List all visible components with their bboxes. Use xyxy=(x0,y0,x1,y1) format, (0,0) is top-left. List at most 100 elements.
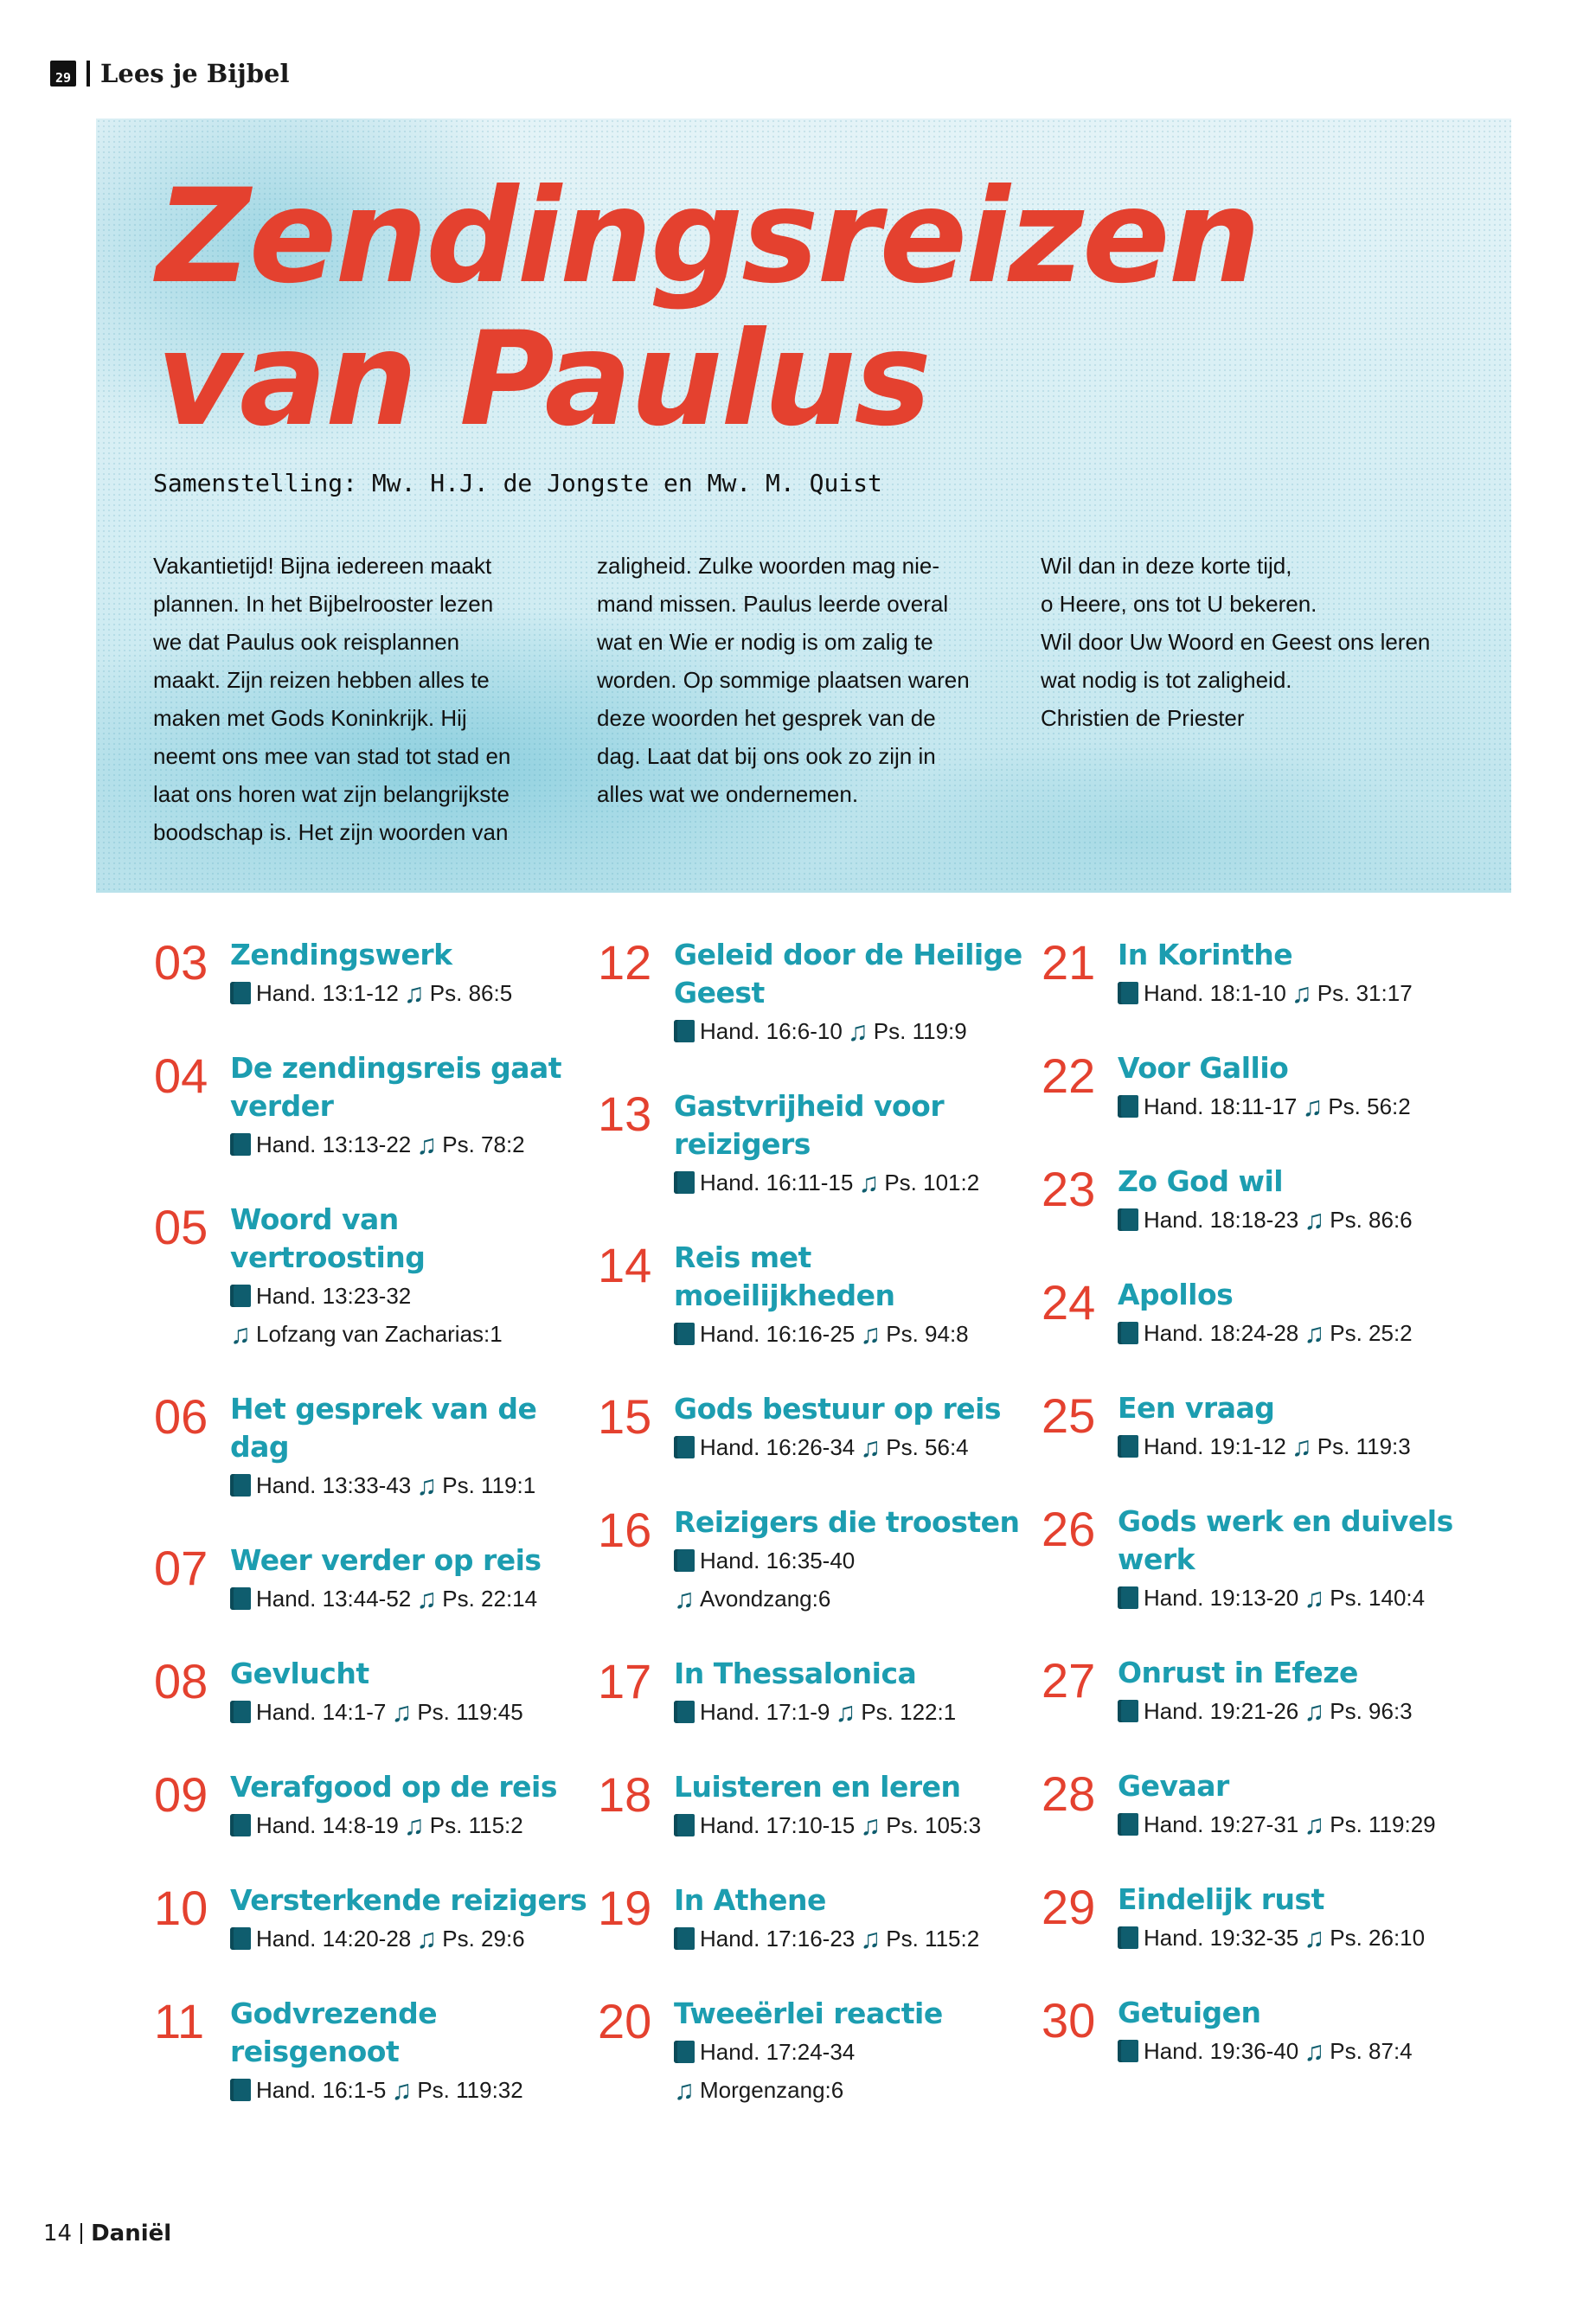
reference-line: Hand. 18:24-28 ♫ Ps. 25:2 xyxy=(1118,1314,1413,1352)
reading-entry: 08 Gevlucht Hand. 14:1-7 ♫ Ps. 119:45 xyxy=(154,1655,598,1731)
book-icon xyxy=(230,1285,251,1307)
reading-title: Zendingswerk xyxy=(230,938,452,971)
reference-line: Hand. 13:1-12 ♫ Ps. 86:5 xyxy=(230,974,512,1012)
reading-title: Gastvrijheid voor reizigers xyxy=(674,1089,945,1161)
song-reference: Morgenzang:6 xyxy=(700,2077,844,2103)
music-note-icon: ♫ xyxy=(860,1810,881,1841)
reference-line: Hand. 16:1-5 ♫ Ps. 119:32 xyxy=(230,2071,598,2109)
reference-line: Hand. 19:36-40 ♫ Ps. 87:4 xyxy=(1118,2032,1413,2070)
music-note-icon: ♫ xyxy=(416,1470,438,1501)
reading-title: Weer verder op reis xyxy=(230,1543,542,1577)
reading-title: De zendingsreis gaat verder xyxy=(230,1051,562,1123)
page-footer: 14 Daniël xyxy=(43,2221,171,2247)
reference-line: Hand. 14:1-7 ♫ Ps. 119:45 xyxy=(230,1693,523,1731)
music-note-icon: ♫ xyxy=(1304,1695,1325,1727)
day-number: 07 xyxy=(154,1541,208,1595)
reading-entry: 20 Tweeërlei reactie Hand. 17:24-34 ♫ Morge… xyxy=(598,1995,1042,2109)
bible-reference: Hand. 19:27-31 xyxy=(1144,1811,1299,1837)
reference-line: Hand. 19:13-20 ♫ Ps. 140:4 xyxy=(1118,1579,1485,1617)
book-icon xyxy=(674,1323,695,1345)
day-number: 26 xyxy=(1042,1502,1096,1556)
reading-entry: 14 Reis met moeilijkheden Hand. 16:16-25 ♫… xyxy=(598,1239,1042,1353)
book-icon xyxy=(674,1171,695,1194)
music-note-icon: ♫ xyxy=(391,2074,413,2106)
running-header: 29 Lees je Bijbel xyxy=(50,59,290,88)
reference-line: Hand. 17:10-15 ♫ Ps. 105:3 xyxy=(674,1806,981,1844)
page-number: 14 xyxy=(43,2221,73,2247)
song-reference: Ps. 31:17 xyxy=(1317,980,1413,1006)
reading-entry: 23 Zo God wil Hand. 18:18-23 ♫ Ps. 86:6 xyxy=(1042,1163,1485,1239)
song-reference: Ps. 115:2 xyxy=(886,1926,980,1952)
day-number: 22 xyxy=(1042,1048,1096,1103)
music-note-icon: ♫ xyxy=(403,977,425,1009)
song-reference: Ps. 119:1 xyxy=(442,1472,536,1498)
music-note-icon: ♫ xyxy=(847,1016,869,1047)
bible-reference: Hand. 16:26-34 xyxy=(700,1434,856,1460)
day-number: 03 xyxy=(154,935,208,990)
reading-title: Het gesprek van de dag xyxy=(230,1392,537,1464)
song-reference: Avondzang:6 xyxy=(700,1586,831,1612)
music-note-icon: ♫ xyxy=(674,1583,695,1614)
reference-line: Hand. 18:1-10 ♫ Ps. 31:17 xyxy=(1118,974,1413,1012)
reading-title: Reis met moeilijkheden xyxy=(674,1240,895,1312)
music-note-icon: ♫ xyxy=(860,1432,881,1463)
reference-line: ♫ Avondzang:6 xyxy=(674,1580,1020,1618)
reading-entry: 04 De zendingsreis gaat verder Hand. 13:1… xyxy=(154,1049,598,1163)
book-icon xyxy=(1118,1322,1138,1344)
book-icon xyxy=(1118,1700,1138,1722)
song-reference: Ps. 86:5 xyxy=(429,980,513,1006)
music-note-icon: ♫ xyxy=(860,1318,881,1349)
reading-title: Gevaar xyxy=(1118,1769,1229,1803)
reference-line: Hand. 19:27-31 ♫ Ps. 119:29 xyxy=(1118,1805,1436,1843)
song-reference: Ps. 94:8 xyxy=(886,1321,969,1347)
music-note-icon: ♫ xyxy=(403,1810,425,1841)
reading-entry: 28 Gevaar Hand. 19:27-31 ♫ Ps. 119:29 xyxy=(1042,1767,1485,1843)
song-reference: Ps. 119:3 xyxy=(1317,1433,1411,1459)
reading-entry: 29 Eindelijk rust Hand. 19:32-35 ♫ Ps. 26:1… xyxy=(1042,1881,1485,1957)
book-icon xyxy=(674,1020,695,1042)
book-icon xyxy=(674,2041,695,2063)
day-number: 30 xyxy=(1042,1993,1096,2048)
reading-entry: 25 Een vraag Hand. 19:1-12 ♫ Ps. 119:3 xyxy=(1042,1389,1485,1465)
song-reference: Ps. 115:2 xyxy=(429,1812,523,1838)
reading-title: In Korinthe xyxy=(1118,938,1293,971)
song-reference: Ps. 29:6 xyxy=(442,1926,525,1952)
day-number: 19 xyxy=(598,1881,652,1935)
reading-title: Voor Gallio xyxy=(1118,1051,1289,1085)
reading-entry: 13 Gastvrijheid voor reizigers Hand. 16:1… xyxy=(598,1087,1042,1202)
reading-entry: 06 Het gesprek van de dag Hand. 13:33-43 ♫… xyxy=(154,1390,598,1504)
reading-schedule: 03 Zendingswerk Hand. 13:1-12 ♫ Ps. 86:5 04 … xyxy=(154,936,1485,2146)
reading-title: Gevlucht xyxy=(230,1657,369,1690)
bible-reference: Hand. 17:1-9 xyxy=(700,1699,830,1725)
reading-title: Verafgood op de reis xyxy=(230,1770,557,1804)
reading-title: Reizigers die troosten xyxy=(674,1505,1020,1539)
reading-entry: 11 Godvrezende reisgenoot Hand. 16:1-5 ♫ Ps… xyxy=(154,1995,598,2109)
song-reference: Ps. 78:2 xyxy=(442,1131,525,1157)
song-reference: Ps. 122:1 xyxy=(861,1699,957,1725)
bible-reference: Hand. 13:1-12 xyxy=(256,980,399,1006)
day-number: 10 xyxy=(154,1881,208,1935)
book-icon xyxy=(230,1474,251,1497)
book-icon xyxy=(230,982,251,1004)
book-icon xyxy=(674,1927,695,1950)
bible-reference: Hand. 19:1-12 xyxy=(1144,1433,1286,1459)
song-reference: Ps. 96:3 xyxy=(1330,1698,1413,1724)
book-icon xyxy=(230,1701,251,1723)
reading-title: Tweeërlei reactie xyxy=(674,1997,943,2030)
intro-column-3-poem: Wil dan in deze korte tijd, o Heere, ons… xyxy=(1041,553,1431,731)
reference-line: Hand. 14:20-28 ♫ Ps. 29:6 xyxy=(230,1920,586,1958)
intro-text: Vakantietijd! Bijna iedereen maakt plann… xyxy=(153,547,1484,851)
reading-title: Onrust in Efeze xyxy=(1118,1656,1358,1689)
schedule-column: 12 Geleid door de Heilige Geest Hand. 16:… xyxy=(598,936,1042,2146)
reference-line: Hand. 16:35-40 xyxy=(674,1541,1020,1580)
music-note-icon: ♫ xyxy=(1304,2035,1325,2067)
reading-title: In Thessalonica xyxy=(674,1657,917,1690)
book-icon xyxy=(230,1814,251,1836)
music-note-icon: ♫ xyxy=(1304,1809,1325,1840)
song-reference: Ps. 87:4 xyxy=(1330,2038,1413,2064)
reference-line: ♫ Morgenzang:6 xyxy=(674,2071,943,2109)
calendar-icon: 29 xyxy=(50,61,76,87)
music-note-icon: ♫ xyxy=(835,1696,856,1727)
day-number: 23 xyxy=(1042,1162,1096,1216)
book-icon xyxy=(1118,1586,1138,1609)
